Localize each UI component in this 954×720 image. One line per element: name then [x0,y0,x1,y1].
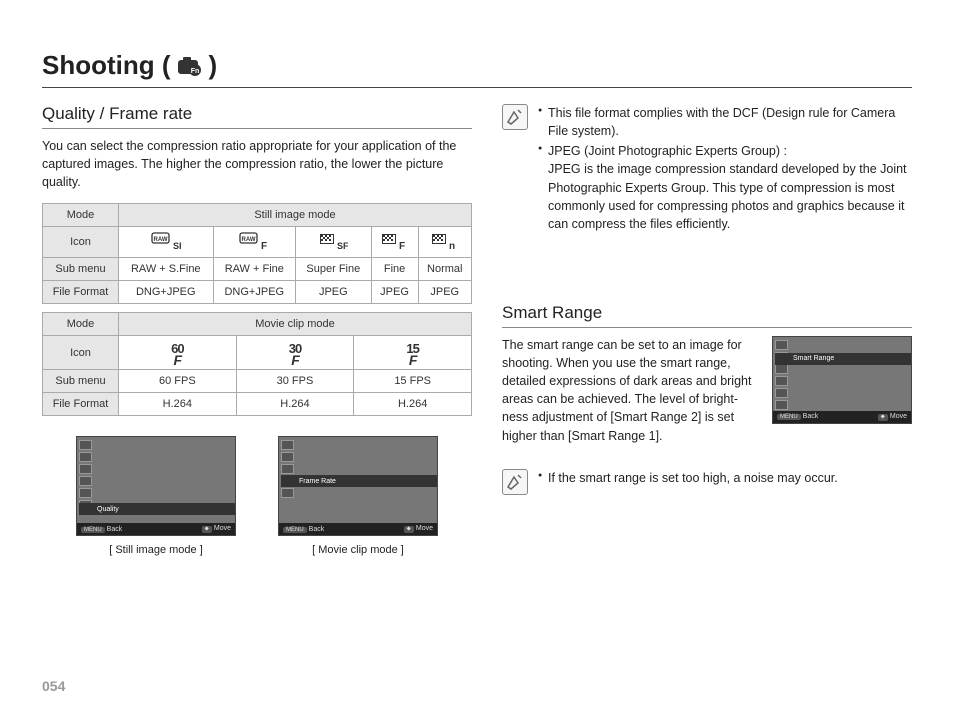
table-row: Icon 60F 30F 15F [43,336,472,370]
nav-key-icon: ⬥ [202,526,212,533]
page-number: 054 [42,678,65,694]
svg-text:RAW: RAW [242,237,256,243]
format-value: H.264 [354,393,472,416]
move-label: Move [214,525,231,532]
icon-label: Icon [43,227,119,258]
quality-icon-f: F [371,227,418,258]
format-label: File Format [43,281,119,304]
smart-range-body: The smart range can be set to an image f… [502,336,760,445]
back-label: Back [309,526,325,533]
submenu-value: 60 FPS [119,370,237,393]
table-row: Mode Still image mode [43,204,472,227]
submenu-label: Sub menu [43,370,119,393]
mode-label: Mode [43,313,119,336]
format-value: DNG+JPEG [119,281,214,304]
quality-intro-text: You can select the compression ratio app… [42,137,472,191]
format-value: JPEG [418,281,472,304]
preview-highlight: Quality [79,503,235,515]
preview-movie-clip: Frame Rate MENUBack ⬥Move [278,436,438,536]
preview-caption: [ Movie clip mode ] [278,544,438,556]
title-prefix: Shooting ( [42,50,171,81]
back-label: Back [107,526,123,533]
fps-icon-30: 30F [236,336,354,370]
submenu-value: 15 FPS [354,370,472,393]
mode-label: Mode [43,204,119,227]
fps-icon-15: 15F [354,336,472,370]
format-value: H.264 [119,393,237,416]
format-value: DNG+JPEG [213,281,296,304]
note-icon [502,104,528,130]
page-title: Shooting ( Fn ) [42,50,912,88]
table-row: Icon RAW SF RAW F SF F n [43,227,472,258]
submenu-value: RAW + Fine [213,258,296,281]
submenu-value: 30 FPS [236,370,354,393]
still-image-table: Mode Still image mode Icon RAW SF RAW F SF… [42,203,472,304]
move-label: Move [416,525,433,532]
menu-key-icon: MENU [777,414,801,420]
quality-icon-raw-f: RAW F [213,227,296,258]
note-icon [502,469,528,495]
svg-text:n: n [449,241,455,252]
format-label: File Format [43,393,119,416]
fps-icon-60: 60F [119,336,237,370]
table-row: File Format H.264 H.264 H.264 [43,393,472,416]
smart-range-title: Smart Range [502,303,912,328]
svg-text:F: F [399,241,405,252]
quality-section-title: Quality / Frame rate [42,104,472,129]
movie-clip-table: Mode Movie clip mode Icon 60F 30F 15F Su… [42,312,472,416]
move-label: Move [890,413,907,420]
format-value: JPEG [371,281,418,304]
menu-key-icon: MENU [283,527,307,533]
note-item: If the smart range is set too high, a no… [538,469,838,487]
submenu-label: Sub menu [43,258,119,281]
svg-text:SF: SF [337,241,348,251]
camera-fn-icon: Fn [177,56,203,76]
table-row: Sub menu RAW + S.Fine RAW + Fine Super F… [43,258,472,281]
table-row: Sub menu 60 FPS 30 FPS 15 FPS [43,370,472,393]
submenu-value: Fine [371,258,418,281]
note-smart-range-warning: If the smart range is set too high, a no… [502,469,912,495]
nav-key-icon: ⬥ [878,414,888,421]
quality-icon-raw-sf: RAW SF [119,227,214,258]
note-item: This file format complies with the DCF (… [538,104,912,140]
quality-icon-sf: SF [296,227,372,258]
submenu-value: RAW + S.Fine [119,258,214,281]
svg-text:RAW: RAW [153,237,167,243]
note-item: JPEG (Joint Photographic Experts Group) … [538,142,912,233]
submenu-value: Normal [418,258,472,281]
nav-key-icon: ⬥ [404,526,414,533]
format-value: H.264 [236,393,354,416]
preview-highlight: Frame Rate [281,475,437,487]
svg-text:F: F [261,241,267,252]
preview-highlight: Smart Range [775,353,912,365]
back-label: Back [803,413,819,420]
format-value: JPEG [296,281,372,304]
svg-text:Fn: Fn [190,68,199,75]
svg-text:SF: SF [173,241,181,251]
mode-value: Movie clip mode [119,313,472,336]
submenu-value: Super Fine [296,258,372,281]
quality-icon-n: n [418,227,472,258]
mode-value: Still image mode [119,204,472,227]
icon-label: Icon [43,336,119,370]
menu-key-icon: MENU [81,527,105,533]
table-row: Mode Movie clip mode [43,313,472,336]
title-suffix: ) [209,50,218,81]
preview-still-image: Quality MENUBack ⬥Move [76,436,236,536]
table-row: File Format DNG+JPEG DNG+JPEG JPEG JPEG … [43,281,472,304]
preview-smart-range: Smart Range MENUBack ⬥Move [772,336,912,424]
preview-caption: [ Still image mode ] [76,544,236,556]
note-dcf-jpeg: This file format complies with the DCF (… [502,104,912,235]
